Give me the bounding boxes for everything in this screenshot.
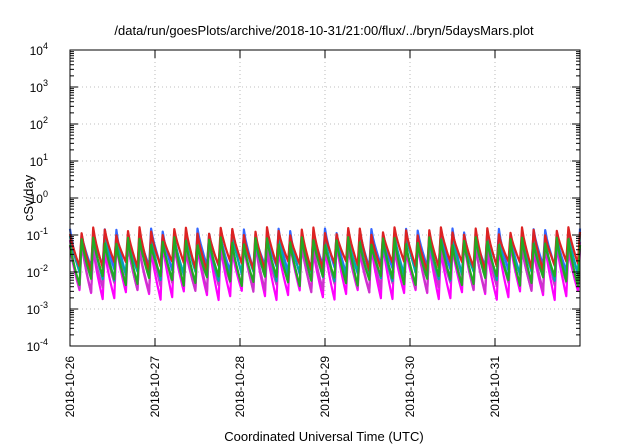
y-tick-label: 10-4 (27, 337, 48, 354)
y-axis-label: cSv/day (21, 174, 36, 221)
y-tick-label: 104 (30, 41, 48, 58)
y-tick-label: 10-2 (27, 263, 48, 280)
y-tick-label: 10-1 (27, 226, 48, 243)
x-axis-label: Coordinated Universal Time (UTC) (224, 429, 423, 444)
x-tick-label: 2018-10-26 (63, 356, 77, 418)
x-tick-label: 2018-10-29 (318, 356, 332, 418)
chart-title: /data/run/goesPlots/archive/2018-10-31/2… (114, 23, 534, 38)
y-tick-label: 101 (30, 152, 48, 169)
y-axis-ticks: 10-4 10-3 10-2 10-1 100 101 102 103 104 (27, 41, 580, 354)
x-axis-ticks: 2018-10-26 2018-10-27 2018-10-28 2018-10-29… (63, 50, 502, 417)
series-line (68, 226, 582, 273)
x-tick-label: 2018-10-27 (148, 356, 162, 418)
grid-lines (70, 50, 580, 346)
y-tick-label: 100 (30, 189, 48, 206)
x-tick-label: 2018-10-30 (403, 356, 417, 418)
data-series (68, 226, 582, 302)
series-line (68, 236, 582, 287)
x-tick-label: 2018-10-31 (488, 356, 502, 418)
y-tick-label: 103 (30, 78, 48, 95)
x-tick-label: 2018-10-28 (233, 356, 247, 418)
y-tick-label: 102 (30, 115, 48, 132)
y-tick-label: 10-3 (27, 300, 48, 317)
